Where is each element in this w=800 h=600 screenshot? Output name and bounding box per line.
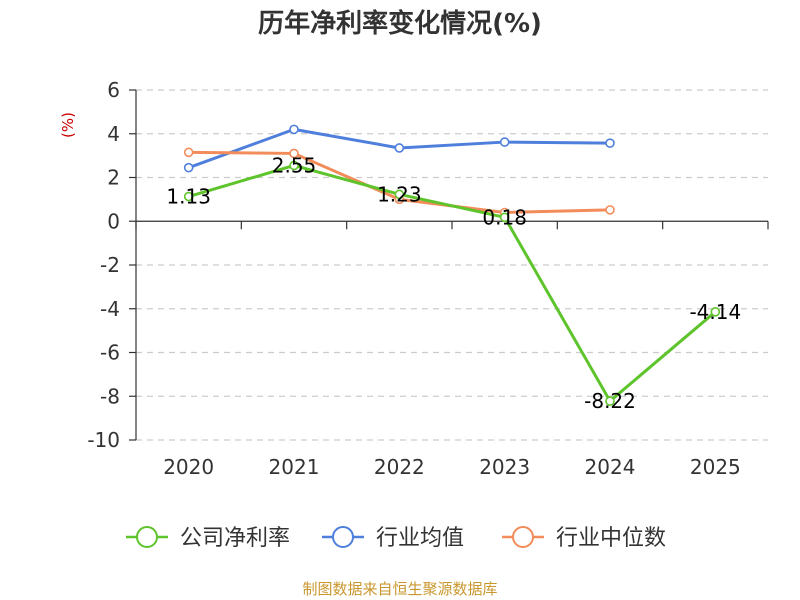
x-tick-label: 2020 [163,455,214,479]
series-point-0 [183,191,194,202]
y-tick-label: -6 [100,341,120,365]
y-tick-label: -4 [100,297,120,321]
y-axis-unit: (%) [59,112,77,138]
chart-title: 历年净利率变化情况(%) [258,8,542,39]
axis-layer: 6 4 2 0 -2 -4 -6 -8 -10 2020 2021 2022 2023 2024 2025 [87,78,769,479]
x-tick-label: 2025 [690,455,741,479]
legend-label-0: 公司净利率 [180,526,290,551]
series-point-0 [605,396,615,406]
y-tick-label: -8 [100,384,120,408]
series-point-1 [289,124,299,135]
y-tick-label: 4 [107,122,120,146]
series-point-1 [605,138,615,148]
series-point-1 [183,162,194,173]
series-layer [183,124,721,406]
data-label: 1.13 [166,185,211,209]
series-point-2 [605,205,615,215]
series-point-0 [289,160,299,171]
x-tick-label: 2024 [585,455,636,479]
legend-marker-0 [136,526,158,548]
y-tick-label: 6 [107,78,120,102]
series-point-0 [499,212,510,223]
legend: 公司净利率 行业均值 行业中位数 [126,526,666,551]
x-tick-label: 2021 [269,455,320,479]
series-point-0 [710,307,721,317]
legend-label-2: 行业中位数 [556,526,666,551]
data-label: 0.18 [482,205,527,229]
data-label: -8.22 [584,389,636,413]
series-point-1 [394,143,405,153]
grid-layer [136,89,768,441]
series-point-1 [499,137,510,147]
data-source-note: 制图数据来自恒生聚源数据库 [302,580,497,598]
x-tick-label: 2022 [374,455,425,479]
series-line-0 [188,163,717,403]
data-label: 2.55 [272,153,317,177]
legend-label-1: 行业均值 [376,526,464,551]
y-tick-label: -10 [87,428,120,452]
y-tick-label: -2 [100,253,120,277]
data-label: -4.14 [689,300,741,324]
series-point-0 [394,189,405,200]
legend-marker-1 [332,526,354,548]
series-point-2 [183,147,194,158]
y-tick-label: 2 [107,166,120,190]
x-tick-label: 2023 [479,455,530,479]
data-label: 1.23 [377,182,422,206]
series-point-2 [289,148,299,159]
y-tick-label: 0 [107,209,120,233]
legend-marker-2 [512,526,534,548]
data-label-layer: 1.13 2.55 1.23 0.18 -8.22 -4.14 [166,153,741,413]
